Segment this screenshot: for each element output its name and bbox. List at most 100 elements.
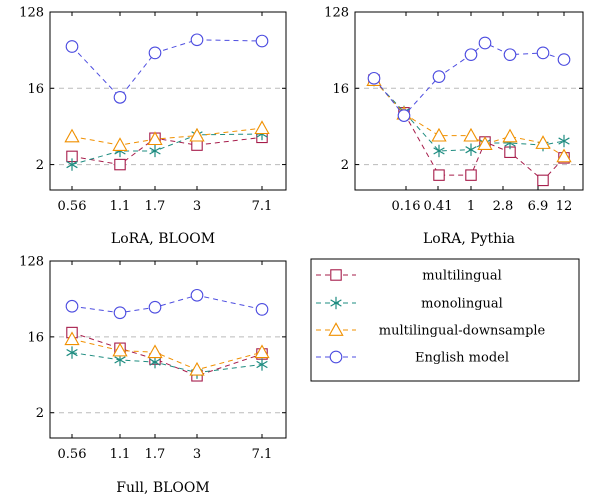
- legend-label: English model: [415, 351, 509, 366]
- data-point: [189, 361, 205, 376]
- legend-label: monolingual: [421, 297, 503, 312]
- x-tick-label: 0.16: [392, 199, 421, 214]
- panel-title: LoRA, Pythia: [423, 231, 515, 247]
- x-tick-label: 0.56: [58, 199, 87, 214]
- x-tick-label: 3: [193, 447, 201, 462]
- series-line: [71, 127, 263, 146]
- data-point: [432, 70, 446, 83]
- series-english-model: [65, 33, 269, 104]
- data-point: [535, 135, 551, 149]
- data-point: [66, 158, 78, 171]
- series-line: [71, 133, 263, 166]
- series-line: [373, 42, 565, 117]
- x-tick-label: 1.1: [110, 199, 131, 214]
- data-point: [431, 127, 447, 142]
- series-line: [373, 79, 565, 182]
- data-point: [503, 48, 517, 62]
- panel-lora-bloom: LoRA, BLOOM 2 16 128 0.56 1.1 1.7 3 7.1: [19, 6, 287, 247]
- data-point: [255, 34, 269, 48]
- data-point: [557, 53, 571, 66]
- y-tick-label: 128: [19, 255, 44, 270]
- data-point: [330, 296, 342, 310]
- series-line: [373, 79, 565, 157]
- series-line: [71, 332, 263, 377]
- legend-item: multilingual-downsample: [316, 322, 546, 339]
- series-line: [71, 352, 263, 374]
- y-tick-label: 16: [27, 330, 44, 345]
- legend-label: multilingual: [422, 269, 502, 284]
- data-point: [65, 40, 79, 53]
- data-point: [477, 136, 493, 150]
- data-point: [64, 128, 80, 143]
- y-tick-label: 2: [36, 158, 44, 173]
- data-point: [465, 169, 477, 181]
- data-point: [190, 288, 204, 302]
- data-point: [254, 120, 270, 135]
- panel-lora-pythia: LoRA, Pythia 2 16 128 0.16 0.41 1 2.8 6.9 12: [324, 6, 584, 247]
- data-point: [189, 127, 205, 142]
- data-point: [147, 131, 163, 146]
- data-point: [256, 358, 268, 371]
- data-point: [537, 174, 549, 187]
- data-point: [114, 158, 126, 171]
- panel-full-bloom: Full, BLOOM 2 16 128 0.56 1.1 1.7 3 7.1: [19, 255, 287, 496]
- x-tick-label: 6.9: [528, 199, 549, 214]
- data-point: [433, 169, 445, 181]
- data-point: [556, 148, 572, 163]
- data-point: [64, 331, 80, 346]
- panel-title: LoRA, BLOOM: [111, 231, 215, 247]
- plot-frame: [49, 260, 287, 439]
- x-tick-label: 1: [467, 199, 475, 214]
- data-point: [465, 143, 477, 156]
- data-point: [255, 303, 269, 316]
- series-line: [71, 338, 263, 371]
- series-monolingual: [66, 346, 268, 379]
- data-point: [112, 342, 128, 357]
- x-tick-label: 1.1: [110, 447, 131, 462]
- x-tick-label: 3: [193, 199, 201, 214]
- data-point: [112, 137, 128, 152]
- legend-item: multilingual: [316, 269, 502, 284]
- x-tick-label: 12: [556, 199, 573, 214]
- legend-item: English model: [316, 351, 509, 366]
- x-tick-label: 1.7: [145, 447, 166, 462]
- legend: multilingual monolingual multilingual-down…: [310, 258, 580, 382]
- data-point: [330, 269, 342, 281]
- series-multilingual: [66, 326, 268, 382]
- x-tick-label: 2.8: [493, 199, 514, 214]
- y-tick-label: 128: [19, 6, 44, 21]
- x-tick-label: 1.7: [145, 199, 166, 214]
- data-point: [367, 71, 381, 85]
- panel-title: Full, BLOOM: [116, 480, 209, 496]
- series-line: [373, 79, 565, 152]
- y-tick-label: 16: [27, 82, 44, 97]
- data-point: [147, 344, 163, 359]
- data-point: [113, 306, 127, 320]
- x-tick-label: 7.1: [252, 447, 273, 462]
- data-point: [397, 109, 411, 122]
- data-point: [558, 134, 570, 148]
- y-tick-label: 128: [324, 6, 349, 21]
- legend-label: multilingual-downsample: [379, 324, 546, 339]
- y-tick-label: 16: [332, 82, 349, 97]
- data-point: [502, 128, 518, 143]
- data-point: [65, 299, 79, 313]
- x-tick-label: 0.56: [58, 447, 87, 462]
- data-point: [149, 144, 161, 158]
- series-multilingual-downsample: [64, 331, 270, 376]
- x-tick-label: 0.41: [424, 199, 453, 214]
- data-point: [190, 33, 204, 47]
- plot-frame: [49, 11, 287, 191]
- data-point: [536, 46, 550, 60]
- plot-frame: [354, 11, 584, 191]
- data-point: [148, 46, 162, 60]
- y-tick-label: 2: [36, 406, 44, 421]
- series-multilingual-downsample: [64, 120, 270, 152]
- legend-box: [310, 258, 580, 382]
- data-point: [113, 90, 127, 104]
- series-english-model: [367, 36, 571, 122]
- data-point: [463, 127, 479, 142]
- data-point: [254, 344, 270, 359]
- data-point: [478, 36, 492, 50]
